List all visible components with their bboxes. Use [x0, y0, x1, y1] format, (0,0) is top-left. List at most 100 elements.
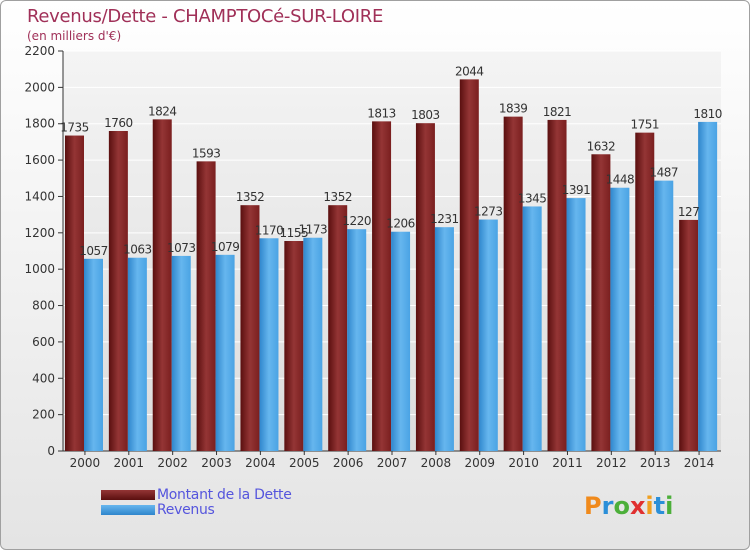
bar-debt: [372, 121, 392, 451]
bar-revenue: [84, 258, 103, 451]
bar-debt: [459, 79, 479, 451]
bar-debt: [591, 154, 611, 452]
legend: Montant de la Dette Revenus: [101, 486, 292, 518]
bar-debt: [284, 241, 304, 451]
data-label-debt: 1352: [323, 190, 352, 204]
x-tick-label: 2004: [245, 456, 276, 470]
data-label-revenue: 1206: [386, 217, 415, 231]
data-label-debt: 1803: [411, 108, 440, 122]
bar-revenue: [522, 206, 542, 451]
logo-letter: x: [629, 492, 646, 520]
bar-debt: [65, 135, 84, 451]
bar-revenue: [654, 180, 674, 452]
data-label-debt: 1593: [192, 146, 221, 160]
legend-swatch-revenue: [101, 504, 155, 515]
y-tick-label: 2000: [24, 80, 55, 94]
bar-revenue: [303, 237, 323, 451]
data-label-debt: 1760: [104, 116, 133, 130]
data-label-debt: 1751: [630, 118, 659, 132]
bar-revenue: [171, 255, 191, 451]
data-label-revenue: 1487: [649, 166, 678, 180]
data-label-revenue: 1810: [693, 107, 722, 121]
legend-label-revenue: Revenus: [157, 501, 215, 518]
data-label-debt: 1821: [543, 105, 572, 119]
bar-debt: [635, 132, 655, 452]
bar-debt: [328, 205, 348, 451]
x-tick-label: 2014: [684, 456, 715, 470]
bar-revenue: [391, 231, 411, 451]
bar-revenue: [215, 254, 235, 451]
y-tick-label: 1600: [24, 153, 55, 167]
data-label-revenue: 1231: [430, 212, 459, 226]
logo-letter: o: [613, 492, 630, 520]
data-label-revenue: 1073: [167, 241, 196, 255]
x-tick-label: 2003: [201, 456, 232, 470]
chart-title: Revenus/Dette - CHAMPTOCé-SUR-LOIRE: [27, 6, 384, 27]
x-tick-label: 2005: [289, 456, 320, 470]
y-tick-label: 2200: [24, 44, 55, 58]
data-label-revenue: 1063: [123, 243, 152, 257]
y-tick-label: 400: [32, 371, 55, 385]
data-label-debt: 1735: [60, 121, 89, 135]
x-tick-label: 2006: [333, 456, 364, 470]
x-tick-label: 2012: [596, 456, 627, 470]
bar-revenue: [698, 121, 718, 451]
logo-letter: P: [584, 492, 602, 520]
y-tick-label: 200: [32, 408, 55, 422]
bar-revenue: [127, 257, 147, 451]
bar-debt: [547, 119, 567, 451]
legend-item-debt: Montant de la Dette: [101, 486, 292, 503]
data-label-debt: 1839: [499, 102, 528, 116]
bar-revenue: [610, 187, 630, 451]
data-label-debt: 1155: [280, 226, 309, 240]
data-label-revenue: 1079: [211, 240, 240, 254]
y-tick-label: 800: [32, 299, 55, 313]
bar-debt: [108, 131, 128, 451]
y-tick-label: 1800: [24, 117, 55, 131]
bar-revenue: [259, 238, 279, 451]
legend-item-revenue: Revenus: [101, 501, 292, 518]
data-label-revenue: 1057: [79, 244, 108, 258]
bar-debt: [196, 161, 216, 451]
bar-revenue: [434, 227, 454, 451]
data-label-debt: 1632: [587, 139, 616, 153]
x-tick-label: 2002: [157, 456, 188, 470]
x-tick-label: 2013: [640, 456, 671, 470]
bar-debt: [240, 205, 260, 451]
logo-letter: r: [601, 492, 614, 520]
x-tick-label: 2000: [70, 456, 101, 470]
data-label-debt: 2044: [455, 64, 484, 78]
data-label-revenue: 1448: [606, 173, 635, 187]
x-tick-label: 2007: [377, 456, 408, 470]
bar-debt: [415, 123, 435, 451]
legend-swatch-debt: [101, 489, 155, 500]
data-label-revenue: 1345: [518, 191, 547, 205]
data-label-revenue: 1391: [562, 183, 591, 197]
y-tick-label: 1000: [24, 262, 55, 276]
bar-debt: [152, 119, 172, 451]
logo-letter: t: [653, 492, 666, 520]
x-tick-label: 2001: [114, 456, 145, 470]
data-label-debt: 1813: [367, 106, 396, 120]
chart-subtitle: (en milliers d'€): [27, 29, 122, 43]
data-label-revenue: 1170: [255, 223, 284, 237]
data-label-debt: 1352: [236, 190, 265, 204]
proxiti-logo: Proxiti: [584, 492, 673, 520]
bar-revenue: [566, 198, 586, 451]
y-tick-label: 1200: [24, 226, 55, 240]
data-label-revenue: 1173: [299, 223, 328, 237]
bar-revenue: [478, 219, 498, 451]
x-tick-label: 2009: [464, 456, 495, 470]
y-tick-label: 1400: [24, 189, 55, 203]
data-label-debt: 1824: [148, 104, 177, 118]
data-label-revenue: 1220: [342, 214, 371, 228]
x-tick-label: 2008: [421, 456, 452, 470]
legend-label-debt: Montant de la Dette: [157, 486, 292, 503]
y-tick-label: 0: [47, 444, 55, 458]
bar-debt: [679, 219, 699, 451]
data-label-revenue: 1273: [474, 205, 503, 219]
logo-letter: i: [665, 492, 674, 520]
bar-debt: [503, 116, 523, 452]
